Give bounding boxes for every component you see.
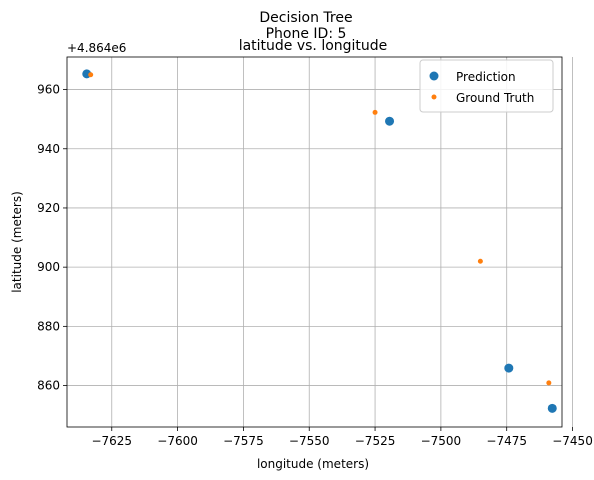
- chart-subtitle-axes: latitude vs. longitude: [239, 38, 388, 54]
- x-tick-label: −7575: [223, 434, 264, 448]
- grid-lines: [67, 57, 573, 427]
- x-tick-label: −7450: [552, 434, 593, 448]
- y-tick-label: 880: [37, 319, 60, 333]
- x-tick-label: −7500: [421, 434, 462, 448]
- legend-marker-ground-truth: [431, 94, 437, 100]
- ground-truth-point: [477, 258, 483, 264]
- chart-title: Decision Tree: [259, 10, 352, 26]
- ground-truth-point: [372, 109, 378, 115]
- legend-label-prediction: Prediction: [456, 70, 516, 84]
- y-tick-label: 960: [37, 83, 60, 97]
- y-tick-label: 900: [37, 260, 60, 274]
- y-axis-label: latitude (meters): [10, 191, 24, 293]
- legend-marker-prediction: [429, 71, 439, 81]
- ground-truth-point: [546, 380, 552, 386]
- y-offset-label: +4.864e6: [67, 41, 126, 55]
- chart-subtitle-phone-id: Phone ID: 5: [266, 26, 347, 42]
- data-points: [82, 69, 557, 413]
- y-tick-label: 860: [37, 379, 60, 393]
- x-tick-label: −7625: [91, 434, 132, 448]
- x-tick-label: −7475: [486, 434, 527, 448]
- axis-ticks: −7625 −7600 −7575 −7550 −7525 −7500 −7475 −7450…: [37, 83, 593, 448]
- y-tick-label: 920: [37, 201, 60, 215]
- x-tick-label: −7600: [157, 434, 198, 448]
- x-axis-label: longitude (meters): [257, 457, 369, 471]
- legend-box: [419, 59, 554, 113]
- x-tick-label: −7525: [355, 434, 396, 448]
- y-tick-label: 940: [37, 142, 60, 156]
- prediction-point: [547, 403, 557, 413]
- ground-truth-point: [88, 72, 94, 78]
- prediction-point: [385, 116, 395, 126]
- prediction-point: [504, 363, 514, 373]
- legend: Prediction Ground Truth: [419, 59, 554, 113]
- legend-label-ground-truth: Ground Truth: [456, 91, 534, 105]
- x-tick-label: −7550: [289, 434, 330, 448]
- plot-frame: [66, 56, 563, 428]
